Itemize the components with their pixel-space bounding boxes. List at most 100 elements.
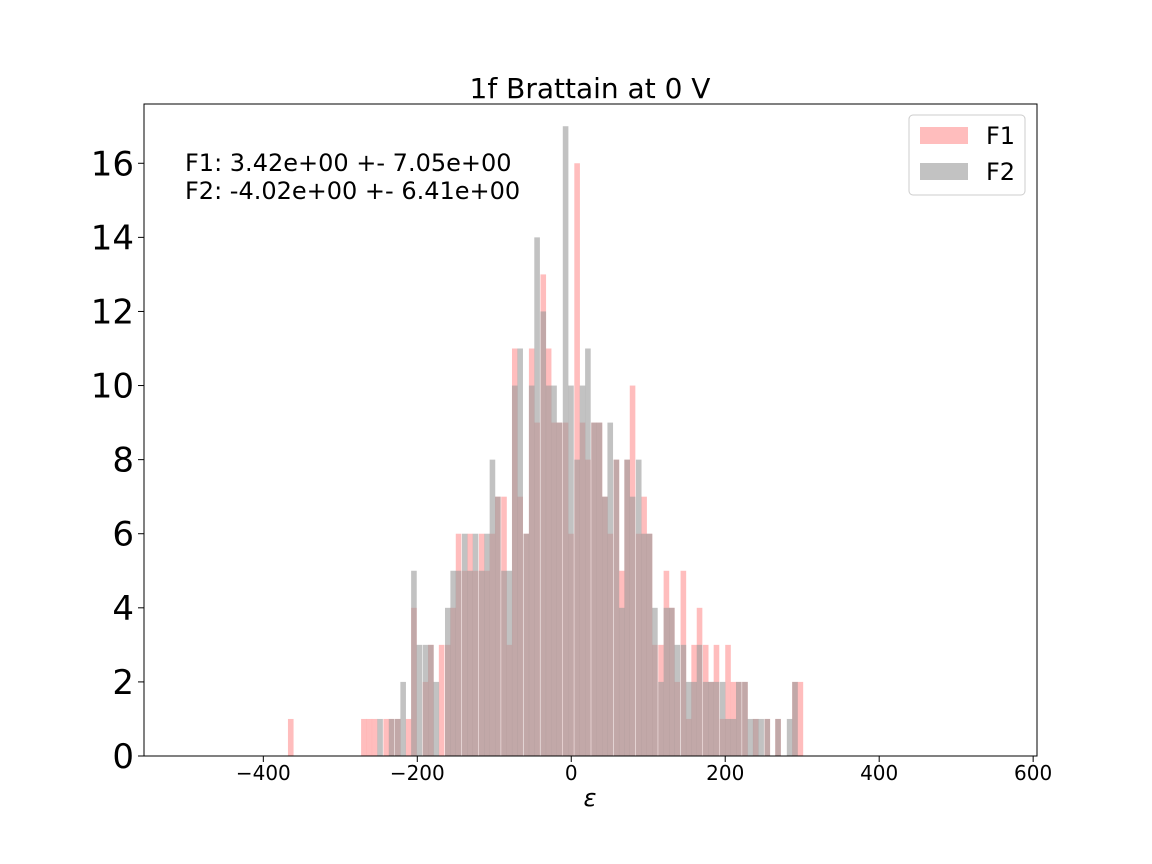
histogram-bar [506,570,513,756]
histogram-bar [618,607,625,756]
histogram-bar [562,126,569,757]
histogram-bar [669,607,675,756]
histogram-bar [602,496,608,756]
legend-swatch-f2 [920,163,968,180]
histogram-bar [702,681,709,756]
histogram-bar [607,422,614,756]
legend-swatch-f1 [920,127,968,144]
histogram-bar [596,422,603,756]
histogram-bar [478,570,485,756]
histogram-bar [534,237,540,757]
histogram-bar [511,385,518,756]
histogram-bar [528,385,535,756]
histogram-bar [394,718,401,756]
histogram-bar [674,644,681,756]
histogram-bar [400,681,406,756]
x-axis: −400 −200 0 200 400 600 [236,756,1052,785]
histogram-bar [461,533,468,756]
legend: F1 F2 [908,114,1026,196]
histogram-bar [752,718,759,756]
histogram-bar [551,385,557,756]
histogram-bar [725,644,731,756]
y-tick-label: 2 [112,663,134,703]
legend-label-f2: F2 [986,158,1015,186]
histogram-bar [450,570,456,756]
histogram-bar [719,681,726,756]
histogram-bar [613,459,620,756]
histogram-bar [775,718,781,756]
histogram-bar [405,718,412,756]
histogram-bar [366,718,373,756]
histogram-bar [433,681,440,756]
histogram-bar [540,311,547,756]
histogram-bar [411,570,417,756]
histogram-bar [652,607,658,756]
histogram-bar [495,496,501,756]
histogram-bar [708,681,714,756]
chart-title: 1f Brattain at 0 V [470,72,711,105]
x-tick-label: −400 [236,761,291,785]
x-tick-label: 200 [706,761,744,785]
histogram-bar [438,644,445,756]
histogram-bar [556,422,563,756]
histogram-bar [361,718,367,756]
histogram-bar [467,570,473,756]
histogram-bar [388,718,395,756]
histogram-bar [455,570,462,756]
histogram-bar [472,533,479,756]
x-tick-label: 0 [565,761,578,785]
histogram-bar [736,681,742,756]
histogram-bar [489,459,496,756]
histogram-bar [742,681,748,756]
histogram-bar [484,533,490,756]
histogram-bar [422,644,429,756]
histogram-bar [685,681,692,756]
histogram-bar [758,718,764,756]
histogram-bar [646,533,653,756]
y-axis: 0 2 4 6 8 10 12 14 16 [91,144,144,777]
histogram-bar [641,533,647,756]
histogram-bar [725,718,731,756]
histogram-bar [445,607,451,756]
series-f2 [377,126,798,757]
histogram-bar [635,459,642,756]
histogram-bar [517,348,523,756]
histogram-bar [428,644,434,756]
histogram-bar [680,644,687,756]
histogram-bar [568,385,574,756]
histogram-bar [713,681,720,756]
y-tick-label: 8 [112,441,134,481]
histogram-bar [585,348,591,756]
x-tick-label: 400 [860,761,898,785]
y-tick-label: 10 [91,367,134,407]
histogram-bar [574,163,580,756]
histogram-bar [574,459,580,756]
histogram-bar [730,718,737,756]
histogram-bar [371,718,378,756]
histogram-bar [658,681,664,756]
histogram-bar [797,681,804,756]
y-tick-label: 4 [112,589,134,629]
histogram-bar [591,422,597,756]
y-tick-label: 6 [112,515,134,555]
histogram-bar [696,644,703,756]
histogram-bar [416,644,423,756]
histogram-bar [629,496,636,756]
histogram-bar [663,607,670,756]
histogram-bar [377,718,383,756]
annotation-f2-stats: F2: -4.02e+00 +- 6.41e+00 [185,177,520,205]
histogram-bars [287,126,804,757]
histogram-bar [792,681,798,756]
histogram-bar [523,533,530,756]
y-tick-label: 12 [91,292,134,332]
y-tick-label: 16 [91,144,134,184]
y-tick-label: 14 [91,218,134,258]
x-tick-label: −200 [390,761,445,785]
histogram-bar [747,718,754,756]
histogram-bar [287,718,294,756]
histogram-bar [383,718,390,756]
histogram-bar [786,718,793,756]
histogram-bar [501,570,507,756]
histogram-bar [691,681,697,756]
